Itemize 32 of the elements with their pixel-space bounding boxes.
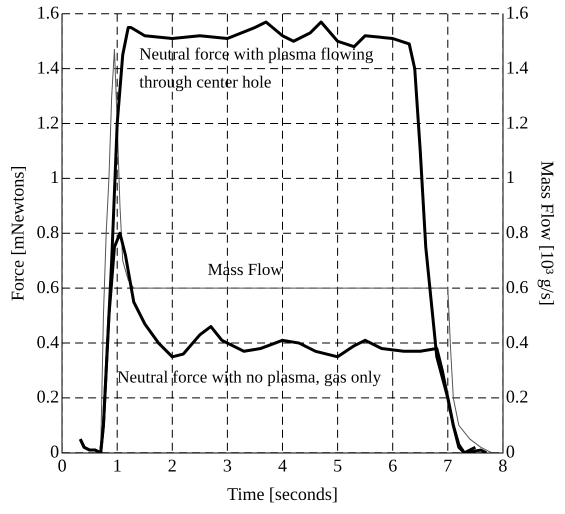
y-tick-label: 0.2	[36, 386, 60, 407]
y2-tick-label: 0.2	[506, 386, 528, 407]
y-tick-label: 1.6	[36, 2, 60, 23]
annotation: Mass Flow	[208, 260, 284, 280]
y2-tick-label: 0.8	[506, 222, 528, 242]
y2-tick-label: 1.6	[506, 2, 528, 23]
x-tick-label: 8	[498, 455, 508, 476]
y-tick-label: 0	[50, 442, 60, 462]
y2-tick-label: 1.4	[506, 57, 528, 78]
annotation: Neutral force with plasma flowing through center hole	[139, 44, 374, 92]
y-tick-label: 0.6	[36, 276, 60, 297]
y-tick-label: 1.2	[36, 112, 60, 132]
y-tick-label: 1	[50, 167, 60, 188]
y-tick-label: 1.4	[36, 57, 60, 78]
x-tick-label: 3	[222, 455, 232, 476]
x-tick-label: 1	[112, 455, 122, 476]
y2-tick-label: 1	[506, 167, 515, 188]
x-tick-label: 2	[168, 455, 177, 476]
y-tick-label: 0.8	[36, 222, 60, 242]
y-tick-label: 0.4	[36, 332, 60, 352]
y2-tick-label: 0.6	[506, 276, 528, 297]
y2-tick-label: 0.4	[506, 332, 528, 352]
x-tick-label: 5	[333, 455, 342, 476]
y-axis-title: Force [mNewtons]	[8, 166, 28, 302]
x-tick-label: 4	[278, 455, 287, 476]
y2-axis-title: Mass Flow [10³ g/s]	[537, 160, 558, 306]
y2-tick-label: 1.2	[506, 112, 528, 132]
y2-tick-label: 0	[506, 442, 515, 462]
annotation: Neutral force with no plasma, gas only	[117, 368, 382, 387]
x-tick-label: 6	[388, 455, 398, 476]
x-tick-label: 7	[443, 455, 452, 476]
x-axis-title: Time [seconds]	[227, 484, 338, 504]
